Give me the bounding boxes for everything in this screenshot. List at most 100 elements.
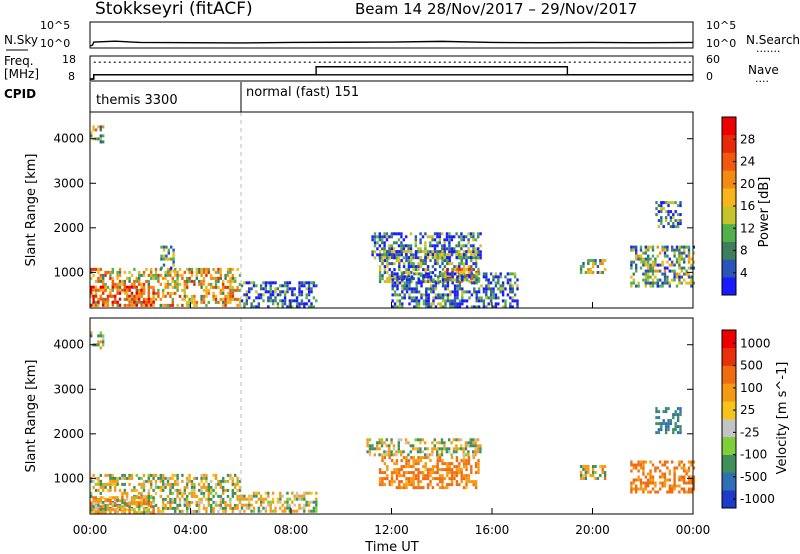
heat-cell	[644, 281, 647, 285]
heat-cell	[128, 300, 131, 304]
heat-cell	[217, 479, 220, 483]
heat-cell	[509, 278, 512, 282]
heat-cell	[425, 290, 428, 294]
heat-cell	[298, 281, 301, 285]
heat-cell	[162, 503, 165, 507]
heat-cell	[310, 290, 313, 294]
heat-cell	[169, 497, 172, 501]
ytick-label: 2000	[53, 221, 84, 235]
heat-cell	[388, 268, 391, 272]
heat-cell	[642, 466, 645, 470]
heat-cell	[630, 460, 633, 464]
heat-cell	[475, 293, 478, 297]
heat-cell	[469, 253, 473, 257]
heat-cell	[403, 281, 406, 285]
heat-cell	[425, 287, 428, 291]
heat-cell	[214, 294, 218, 298]
heat-cell	[632, 463, 635, 467]
heat-cell	[395, 450, 398, 454]
heat-cell	[424, 232, 427, 236]
heat-cell	[683, 245, 686, 249]
heat-cell	[420, 293, 423, 297]
heat-cell	[673, 251, 676, 255]
heat-cell	[422, 471, 425, 475]
heat-cell	[116, 476, 119, 480]
heat-cell	[147, 496, 150, 500]
heat-cell	[109, 499, 112, 503]
heat-cell	[162, 500, 165, 504]
heat-cell	[300, 497, 304, 501]
heat-cell	[579, 474, 583, 477]
heat-cell	[431, 486, 435, 490]
heat-cell	[236, 479, 239, 483]
heat-cell	[111, 508, 114, 512]
heat-cell	[142, 300, 146, 304]
heat-cell	[104, 273, 107, 277]
heat-cell	[410, 250, 413, 254]
heat-cell	[395, 474, 399, 478]
heat-cell	[102, 334, 105, 338]
heat-cell	[463, 275, 466, 279]
heat-cell	[373, 256, 377, 260]
heat-cell	[92, 285, 95, 289]
heat-cell	[671, 263, 674, 267]
heat-cell	[267, 500, 270, 504]
heat-cell	[661, 248, 664, 252]
heat-cell	[446, 281, 450, 285]
heat-cell	[644, 275, 647, 279]
heat-cell	[116, 282, 119, 286]
heat-cell	[676, 419, 680, 423]
heat-cell	[452, 450, 456, 454]
heat-cell	[305, 287, 308, 291]
heat-cell	[647, 254, 650, 258]
heat-cell	[193, 494, 196, 498]
heat-cell	[126, 288, 129, 292]
heat-cell	[668, 469, 671, 473]
heat-cell	[104, 503, 107, 507]
heat-cell	[234, 297, 237, 301]
heat-cell	[229, 503, 232, 507]
heat-cell	[659, 284, 662, 288]
heat-cell	[405, 462, 408, 466]
heat-cell	[259, 500, 263, 504]
heat-cell	[499, 284, 502, 288]
heat-cell	[288, 299, 292, 303]
heat-cell	[426, 250, 430, 254]
heat-cell	[396, 305, 399, 309]
heat-cell	[212, 494, 215, 498]
heat-cell	[207, 300, 210, 304]
heat-cell	[444, 270, 447, 274]
heat-cell	[135, 276, 138, 280]
heat-cell	[660, 428, 663, 432]
heat-cell	[198, 503, 201, 507]
heat-cell	[655, 431, 658, 435]
heat-cell	[307, 491, 311, 495]
heat-cell	[281, 299, 284, 303]
heat-cell	[474, 262, 478, 266]
heat-cell	[690, 263, 693, 267]
heat-cell	[171, 500, 174, 504]
heat-cell	[692, 281, 695, 285]
heat-cell	[453, 474, 456, 478]
heat-cell	[222, 285, 225, 289]
heat-cell	[312, 500, 316, 504]
heat-cell	[424, 456, 427, 460]
heat-cell	[300, 299, 304, 303]
heat-cell	[368, 450, 372, 454]
heat-cell	[380, 444, 384, 448]
heat-cell	[680, 478, 683, 482]
heat-cell	[436, 477, 439, 481]
heat-cell	[169, 482, 172, 486]
heat-cell	[492, 278, 495, 282]
heat-cell	[660, 425, 663, 429]
heat-cell	[468, 279, 471, 283]
heat-cell	[162, 303, 165, 307]
heat-cell	[419, 450, 422, 454]
heat-cell	[214, 491, 218, 495]
heat-cell	[390, 471, 394, 475]
heat-cell	[445, 238, 449, 242]
heat-cell	[207, 291, 210, 295]
heat-cell	[378, 256, 382, 260]
heat-cell	[482, 290, 486, 294]
heat-cell	[245, 293, 248, 297]
